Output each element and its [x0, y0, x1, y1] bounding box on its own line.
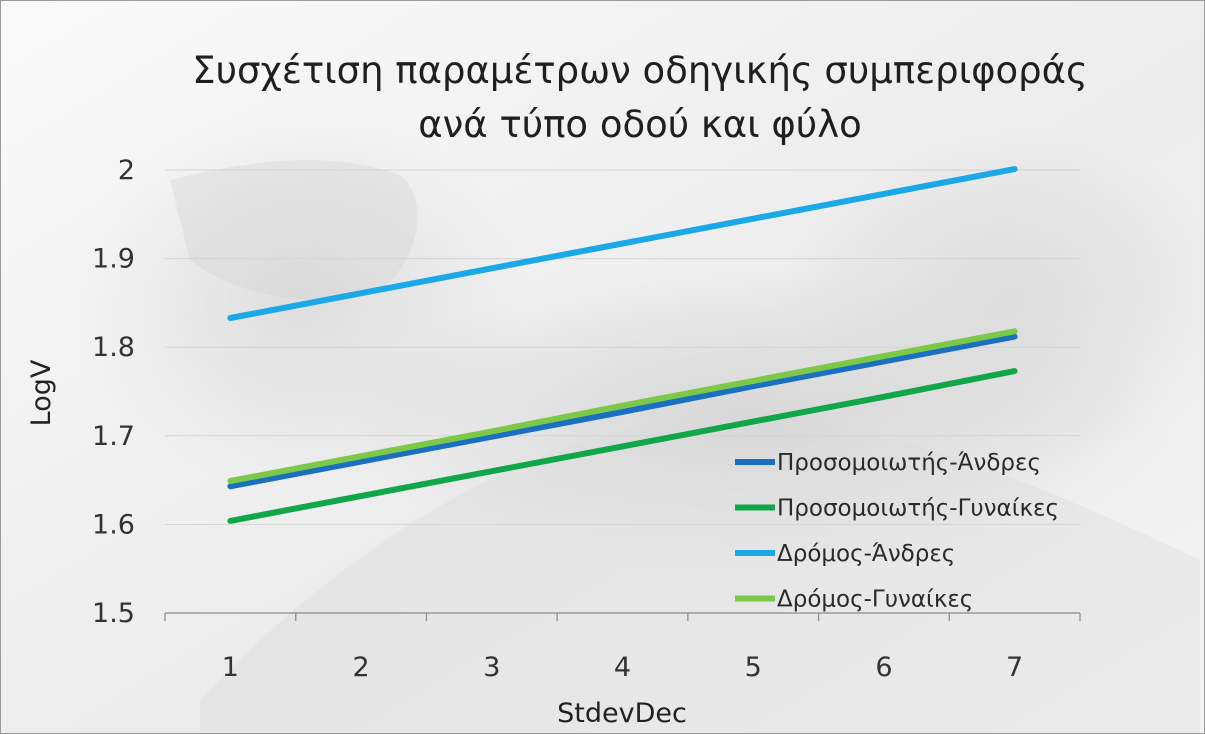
- legend-label: Προσομοιωτής-Άνδρες: [777, 450, 1041, 476]
- y-axis-title: LogV: [26, 359, 57, 426]
- x-tick-label: 6: [875, 652, 892, 683]
- gridlines: [165, 169, 1080, 525]
- series-line: [227, 328, 1018, 484]
- x-tick-label: 2: [352, 652, 369, 683]
- legend-label: Δρόμος-Άνδρες: [777, 541, 955, 567]
- axes: 1.5 1.6 1.7 1.8 1.9 2 1 2 3 4 5 6 7: [92, 155, 1081, 683]
- series-line: [227, 166, 1018, 321]
- y-tick-label: 2: [118, 155, 135, 186]
- series-line: [227, 333, 1018, 490]
- x-tick-label: 1: [222, 652, 239, 683]
- legend-label: Δρόμος-Γυναίκες: [777, 587, 973, 613]
- x-tick-label: 7: [1006, 652, 1023, 683]
- x-tick-label: 5: [745, 652, 762, 683]
- chart-title-line-1: Συσχέτιση παραμέτρων οδηγικής συμπεριφορ…: [192, 49, 1088, 92]
- y-tick-label: 1.8: [92, 332, 135, 363]
- x-tick-label: 4: [614, 652, 631, 683]
- legend-label: Προσομοιωτής-Γυναίκες: [777, 496, 1059, 522]
- x-tick-label: 3: [483, 652, 500, 683]
- y-tick-label: 1.7: [92, 421, 135, 452]
- plot-series: [227, 166, 1018, 524]
- chart-title-line-2: ανά τύπο οδού και φύλο: [418, 103, 861, 146]
- y-tick-label: 1.6: [92, 509, 135, 540]
- y-tick-label: 1.5: [92, 598, 135, 629]
- series-line: [227, 368, 1018, 524]
- y-tick-label: 1.9: [92, 244, 135, 275]
- legend: Προσομοιωτής-Άνδρες Προσομοιωτής-Γυναίκες…: [735, 450, 1059, 613]
- x-axis-title: StdevDec: [557, 698, 687, 729]
